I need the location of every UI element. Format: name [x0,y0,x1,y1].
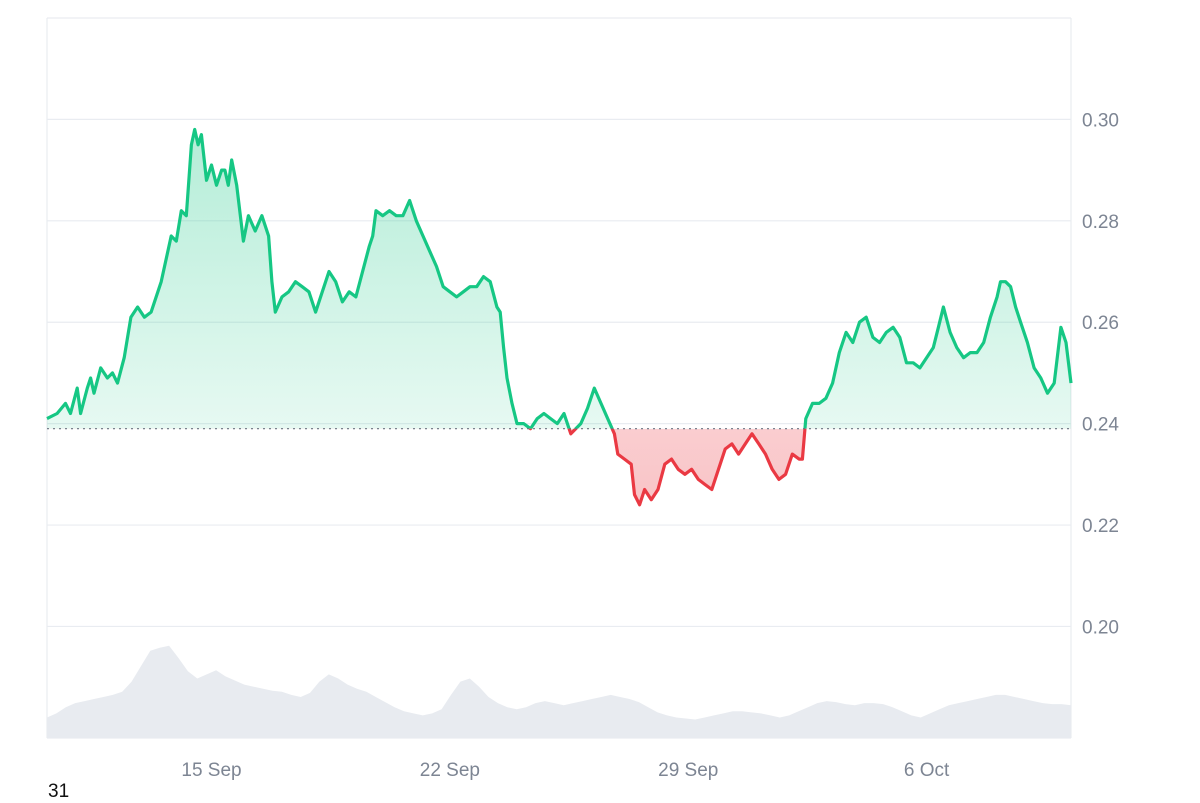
y-tick-label: 0.28 [1082,212,1119,233]
x-tick-label: 22 Sep [420,760,480,781]
y-tick-label: 0.26 [1082,313,1119,334]
area-above-baseline [47,129,1071,429]
y-axis-ticks: 0.30 0.28 0.26 0.24 0.22 0.20 [1082,110,1119,638]
y-tick-label: 0.22 [1082,516,1119,537]
x-tick-label: 6 Oct [904,760,950,781]
x-axis-ticks: 15 Sep 22 Sep 29 Sep 6 Oct [181,760,950,781]
volume-shape [47,645,1071,738]
y-tick-label: 0.24 [1082,415,1119,436]
price-line [46,127,1073,507]
price-line-up [46,127,1073,429]
x-tick-label: 29 Sep [658,760,718,781]
volume-area [47,645,1071,738]
x-tick-label: 15 Sep [181,760,241,781]
price-area [47,129,1071,505]
y-tick-label: 0.30 [1082,110,1119,131]
area-below-baseline [569,428,805,505]
y-tick-label: 0.20 [1082,617,1119,638]
footer-number: 31 [48,781,70,802]
